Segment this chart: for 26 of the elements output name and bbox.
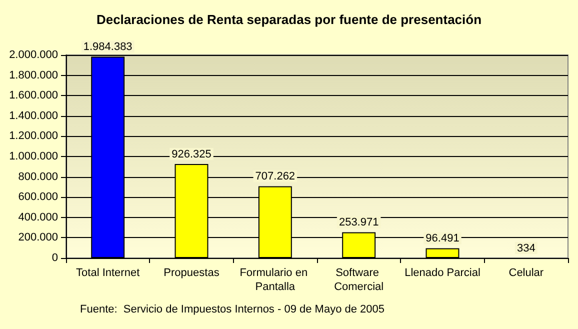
- y-tick-label: 1.600.000: [9, 90, 58, 102]
- y-tick-label: 1.200.000: [9, 130, 58, 142]
- data-label: 253.971: [338, 216, 379, 229]
- y-tick-label: 600.000: [18, 191, 58, 204]
- x-tick-label: Llenado Parcial: [404, 267, 480, 279]
- y-tick-label: 800.000: [18, 170, 58, 183]
- x-tick-label: Total Internet: [76, 267, 140, 279]
- x-tick-label: Celular: [508, 267, 544, 279]
- y-tick-label: 400.000: [18, 211, 58, 224]
- data-label: 926.325: [172, 148, 212, 160]
- data-label: 334: [516, 242, 536, 254]
- data-label: 96.491: [426, 232, 460, 245]
- y-tick-label: 1.000.000: [9, 150, 58, 162]
- chart-title: Declaraciones de Renta separadas por fuente de presentación: [96, 12, 482, 27]
- x-tick-label: Propuestas: [164, 267, 220, 279]
- data-label: 1.984.383: [83, 41, 132, 54]
- y-tick-label: 2.000.000: [9, 49, 58, 61]
- bar: [426, 248, 460, 258]
- y-tick-label: 1.800.000: [9, 69, 58, 82]
- x-tick-label: Formulario en Pantalla: [240, 267, 311, 293]
- y-tick-label: 1.400.000: [9, 110, 58, 122]
- y-tick-label: 0: [52, 252, 58, 264]
- y-tick-label: 200.000: [18, 232, 58, 244]
- data-label: 707.262: [255, 170, 296, 183]
- source-note: Fuente: Servicio de Impuestos Internos - 09 de Mayo de 2005: [80, 304, 385, 316]
- x-tick-label: Software Comercial: [334, 267, 384, 293]
